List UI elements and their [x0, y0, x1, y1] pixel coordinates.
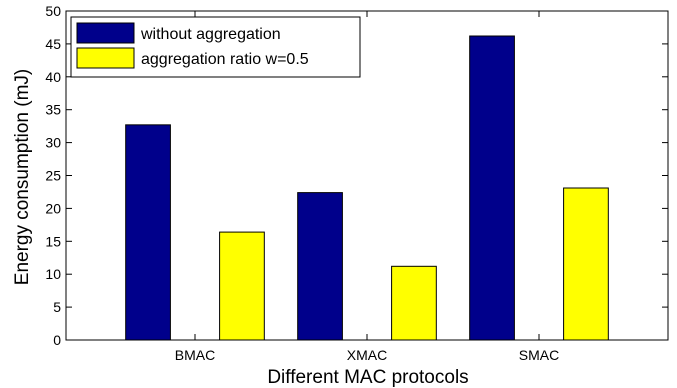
y-tick-label: 30	[45, 135, 61, 151]
y-tick-label: 20	[45, 200, 61, 216]
y-tick-label: 35	[45, 102, 61, 118]
axis-ticks: 0 5 10 15 20 25 30 35 40 45 50 BMAC XMAC SMAC	[45, 3, 669, 363]
bars	[125, 35, 609, 341]
y-tick-label: 10	[45, 266, 61, 282]
y-tick-label: 5	[53, 299, 61, 315]
legend-label: without aggregation	[140, 26, 281, 43]
legend: without aggregation aggregation ratio w=0…	[70, 16, 361, 78]
y-tick-label: 25	[45, 168, 61, 184]
bar-aggregation-xmac	[391, 265, 437, 341]
legend-label: aggregation ratio w=0.5	[141, 51, 309, 68]
bar-without-aggregation-xmac	[297, 192, 343, 341]
x-axis-label: Different MAC protocols	[267, 367, 468, 388]
x-tick-label: SMAC	[519, 347, 559, 363]
y-tick-label: 15	[45, 233, 61, 249]
y-tick-label: 45	[45, 36, 61, 52]
x-tick-label: XMAC	[347, 347, 387, 363]
legend-swatch	[76, 47, 135, 69]
bar-aggregation-bmac	[219, 231, 265, 341]
x-tick-label: BMAC	[175, 347, 215, 363]
bar-aggregation-smac	[563, 187, 609, 341]
bar-without-aggregation-smac	[469, 35, 515, 341]
y-tick-label: 0	[53, 332, 61, 348]
y-tick-label: 50	[45, 3, 61, 19]
y-tick-label: 40	[45, 69, 61, 85]
legend-swatch	[76, 22, 135, 44]
bar-without-aggregation-bmac	[125, 124, 171, 341]
y-axis-label: Energy consumption (mJ)	[12, 69, 33, 285]
plot-border	[65, 10, 669, 341]
